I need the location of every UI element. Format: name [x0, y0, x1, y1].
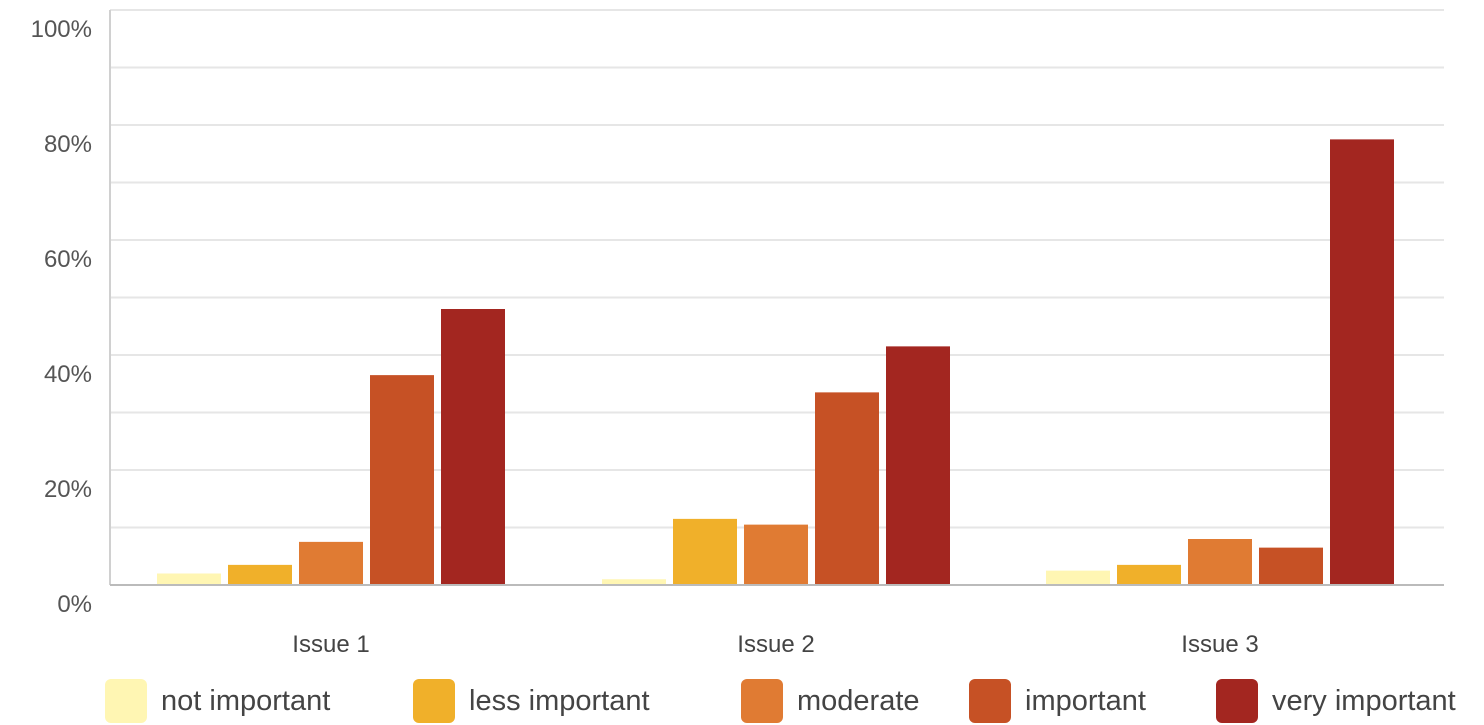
- gridlines: [110, 9, 1444, 529]
- legend-item: less important: [413, 678, 650, 724]
- bar-2-not-important: [602, 579, 666, 585]
- legend-label: less important: [469, 684, 650, 717]
- legend-item: very important: [1216, 678, 1456, 724]
- bar-3-very-important: [1330, 139, 1394, 585]
- x-category-label: Issue 3: [1181, 631, 1258, 658]
- bar-3-important: [1259, 547, 1323, 585]
- bar-3-not-important: [1046, 570, 1110, 585]
- legend-swatch: [741, 679, 783, 723]
- bar-1-not-important: [157, 573, 221, 585]
- bar-1-less-important: [228, 564, 292, 585]
- legend-item: moderate: [741, 678, 920, 724]
- bar-2-less-important: [673, 518, 737, 585]
- legend-item: not important: [105, 678, 330, 724]
- legend-swatch: [1216, 679, 1258, 723]
- x-category-label: Issue 1: [292, 631, 369, 658]
- x-category-label: Issue 2: [737, 631, 814, 658]
- y-tick-label: 0%: [57, 591, 92, 618]
- bar-2-moderate: [744, 524, 808, 585]
- bar-1-very-important: [441, 309, 505, 585]
- y-tick-label: 40%: [44, 361, 92, 388]
- legend-label: very important: [1272, 684, 1456, 717]
- x-axis-categories: Issue 1 Issue 2 Issue 3: [292, 631, 1258, 658]
- legend-item: important: [969, 678, 1146, 724]
- legend-label: important: [1025, 684, 1146, 717]
- y-axis-ticks: 0% 20% 40% 60% 80% 100%: [31, 16, 92, 618]
- bar-3-moderate: [1188, 539, 1252, 585]
- y-tick-label: 80%: [44, 131, 92, 158]
- legend-label: moderate: [797, 684, 920, 717]
- bar-chart: 0% 20% 40% 60% 80% 100% Issue 1 Issue 2 Issue 3: [31, 9, 1444, 658]
- y-tick-label: 20%: [44, 476, 92, 503]
- legend-label: not important: [161, 684, 331, 717]
- y-tick-label: 100%: [31, 16, 92, 43]
- bar-3-less-important: [1117, 564, 1181, 585]
- legend-swatch: [969, 679, 1011, 723]
- bar-2-very-important: [886, 346, 950, 585]
- bars: [157, 139, 1394, 585]
- legend-swatch: [105, 679, 147, 723]
- bar-1-important: [370, 375, 434, 585]
- legend-swatch: [413, 679, 455, 723]
- bar-2-important: [815, 392, 879, 585]
- legend: not important less important moderate impor…: [0, 678, 1484, 725]
- bar-1-moderate: [299, 541, 363, 585]
- y-tick-label: 60%: [44, 246, 92, 273]
